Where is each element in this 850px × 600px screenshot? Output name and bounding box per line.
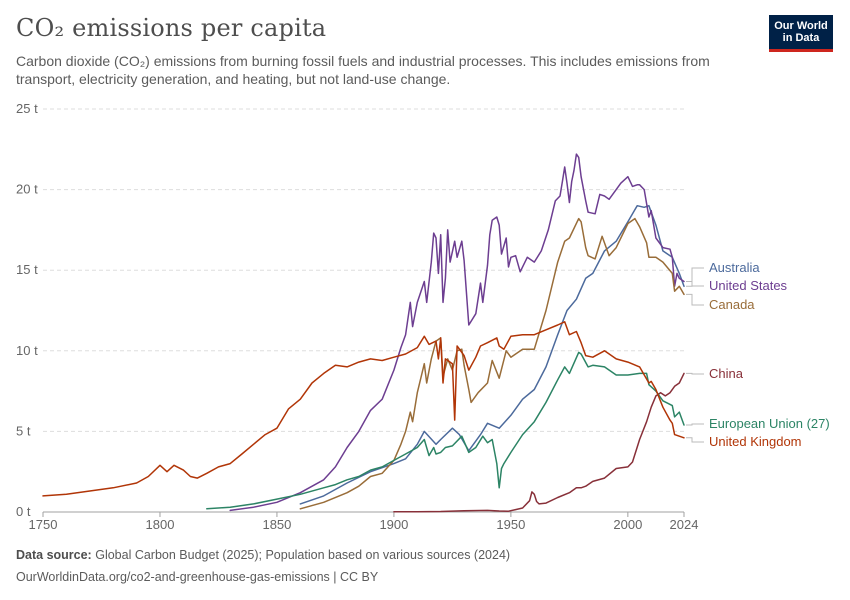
source-url[interactable]: OurWorldinData.org/co2-and-greenhouse-ga… <box>16 570 379 584</box>
series-line-united-kingdom <box>42 321 685 497</box>
label-connector <box>686 372 704 375</box>
owid-logo[interactable]: Our World in Data <box>769 15 833 52</box>
grid-layer <box>43 108 684 513</box>
line-chart: 0 t 5 t 10 t 15 t 20 t 25 t 1750 1800 1850 1900 19… <box>16 101 830 532</box>
series-label: European Union (27) <box>709 416 830 431</box>
data-source-text: Global Carbon Budget (2025); Population … <box>95 548 511 562</box>
label-connector <box>686 423 704 426</box>
series-line-european-union-27 <box>206 351 685 510</box>
label-connector <box>686 281 704 287</box>
series-line-australia <box>299 204 685 505</box>
series-label: United States <box>709 278 788 293</box>
x-tick-label: 1900 <box>379 517 408 532</box>
x-tick-label: 2024 <box>670 517 699 532</box>
chart-title: CO₂ emissions per capita <box>16 14 327 42</box>
y-tick-label: 20 t <box>16 182 38 197</box>
x-tick-label: 1800 <box>146 517 175 532</box>
chart-subtitle: Carbon dioxide (CO₂) emissions from burn… <box>16 53 710 87</box>
label-layer: Australia United States Canada China Europea… <box>686 260 830 449</box>
x-tick-label: 1750 <box>29 517 58 532</box>
series-layer <box>42 153 685 513</box>
series-line-united-states <box>229 153 685 512</box>
data-source-label: Data source: <box>16 548 92 562</box>
axis-layer: 0 t 5 t 10 t 15 t 20 t 25 t 1750 1800 1850 1900 19… <box>16 101 698 532</box>
y-tick-label: 5 t <box>16 423 31 438</box>
label-connector <box>686 293 704 306</box>
data-source: Data source: Global Carbon Budget (2025)… <box>16 548 510 562</box>
series-label: Canada <box>709 297 755 312</box>
y-tick-label: 10 t <box>16 343 38 358</box>
x-tick-label: 1850 <box>262 517 291 532</box>
series-label: United Kingdom <box>709 434 802 449</box>
y-tick-label: 0 t <box>16 504 31 519</box>
x-tick-label: 1950 <box>496 517 525 532</box>
series-label: Australia <box>709 260 760 275</box>
label-connector <box>686 437 704 443</box>
logo-line-2: in Data <box>782 32 820 44</box>
x-tick-label: 2000 <box>613 517 642 532</box>
series-line-canada <box>299 217 685 510</box>
series-label: China <box>709 366 744 381</box>
y-tick-label: 25 t <box>16 101 38 116</box>
label-connector <box>686 267 704 287</box>
y-tick-label: 15 t <box>16 262 38 277</box>
logo-line-1: Our World <box>774 20 828 32</box>
